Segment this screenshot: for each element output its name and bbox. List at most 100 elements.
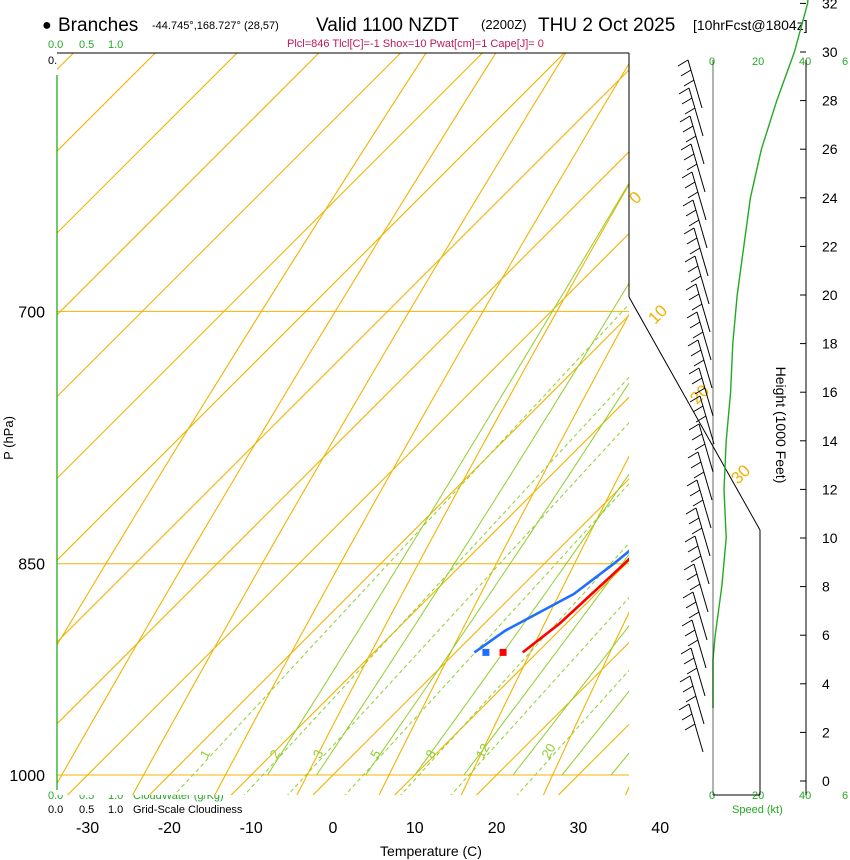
- height-tick-label: 28: [822, 93, 838, 109]
- wind-barb: [687, 451, 713, 501]
- isotherm: [597, 0, 850, 838]
- height-tick-label: 18: [822, 336, 838, 352]
- dry-adiabat: [57, 53, 427, 647]
- cw-top-2: 1.0: [108, 39, 123, 51]
- surface-temperature-marker: [499, 648, 507, 656]
- height-tick-label: 26: [822, 141, 838, 157]
- height-tick-label: 4: [822, 676, 830, 692]
- speed-label: Speed (kt): [732, 804, 783, 816]
- wind-barb: [678, 87, 704, 137]
- temperature-tick-label: 10: [406, 820, 424, 837]
- height-axis-label: Height (1000 Feet): [773, 367, 789, 484]
- mixing-ratio-line: [400, 542, 629, 795]
- temperature-tick-label: 30: [570, 820, 588, 837]
- station-name: Branches: [58, 15, 138, 36]
- dry-adiabat: [378, 313, 629, 795]
- wind-barb: [685, 507, 711, 557]
- height-tick-label: 8: [822, 579, 830, 595]
- mixing-ratio-label: 12: [472, 741, 492, 761]
- cloudiness-label: Grid-Scale Cloudiness: [133, 804, 243, 816]
- isotherm: [679, 0, 850, 838]
- wind-barb: [682, 591, 708, 641]
- moist-adiabat: [267, 182, 629, 776]
- height-tick-label: 20: [822, 287, 838, 303]
- forecast-info: [10hrFcst@1804z]: [693, 17, 808, 33]
- isotherm-label-right: 30: [727, 461, 754, 488]
- height-tick-label: 2: [822, 724, 830, 740]
- wind-barb: [679, 115, 705, 165]
- wind-barb: [682, 199, 708, 249]
- temperature-tick-label: -20: [158, 820, 181, 837]
- wind-barb: [686, 479, 712, 529]
- isotherm: [230, 396, 629, 795]
- cl-bot-0: 0.0: [48, 804, 63, 816]
- speed-bot-20: 20: [752, 790, 764, 802]
- x-axis-label: Temperature (C): [380, 843, 482, 859]
- surface-dewpoint-marker: [482, 648, 490, 656]
- moist-adiabat: [414, 473, 629, 776]
- isotherm: [57, 69, 629, 643]
- wind-barb: [688, 423, 714, 473]
- mixing-ratio-line: [173, 303, 629, 795]
- temperature-tick-label: 0: [329, 820, 338, 837]
- utc-time: (2200Z): [481, 17, 527, 32]
- dry-adiabat: [214, 62, 629, 795]
- speed-top-0: 0: [709, 56, 715, 68]
- speed-top-20: 20: [752, 56, 764, 68]
- mixing-ratio-line: [450, 597, 629, 795]
- grid-layer: [57, 0, 850, 838]
- wind-speed-profile: [712, 0, 809, 709]
- valid-time: Valid 1100 NZDT: [316, 15, 459, 36]
- wind-layer: [677, 0, 809, 796]
- pressure-tick-label: 1000: [9, 768, 45, 785]
- height-tick-label: 24: [822, 190, 838, 206]
- wind-barb: [685, 283, 711, 333]
- wind-barb: [687, 339, 713, 389]
- isotherm: [57, 53, 565, 561]
- speed-bot-6: 6: [842, 790, 848, 802]
- wind-barb: [678, 703, 704, 753]
- dry-adiabat: [460, 455, 629, 795]
- wind-barb: [681, 171, 707, 221]
- wind-barb: [683, 227, 709, 277]
- params-line: Plcl=846 Tlcl[C]=-1 Shox=10 Pwat[cm]=1 C…: [287, 38, 544, 50]
- speed-bot-40: 40: [799, 790, 811, 802]
- height-tick-label: 12: [822, 481, 838, 497]
- isotherm: [66, 232, 629, 795]
- temperature-tick-label: -30: [76, 820, 99, 837]
- isotherm: [148, 314, 629, 795]
- dry-adiabat: [131, 53, 567, 795]
- dry-adiabat: [542, 611, 629, 795]
- dry-adiabat: [296, 183, 629, 795]
- speed-bot-0: 0: [709, 790, 715, 802]
- y-axis-label: P (hPa): [1, 416, 16, 460]
- mixing-ratio-label: 20: [538, 741, 558, 761]
- moist-adiabat: [316, 282, 629, 776]
- cl-bot-1: 0.5: [79, 804, 94, 816]
- pressure-tick-label: 850: [18, 557, 45, 574]
- height-tick-label: 30: [822, 44, 838, 60]
- date: THU 2 Oct 2025: [538, 15, 675, 36]
- axes-layer: 2503004005007008501000-30-20-10010203040…: [9, 0, 837, 837]
- pressure-tick-label: 700: [18, 304, 45, 321]
- height-tick-label: 0: [822, 773, 830, 789]
- speed-top-40: 40: [799, 56, 811, 68]
- height-tick-label: 14: [822, 433, 838, 449]
- wind-barb: [686, 311, 712, 361]
- cw-top-0: 0.0: [48, 39, 63, 51]
- wind-barb: [684, 535, 710, 585]
- moist-adiabat: [365, 382, 629, 776]
- height-tick-label: 32: [822, 0, 838, 11]
- cl-bot-2: 1.0: [108, 804, 123, 816]
- dry-adiabat: [57, 53, 497, 785]
- moist-adiabat: [463, 553, 629, 776]
- wind-barb: [679, 675, 705, 725]
- header-bullet: ●: [42, 17, 52, 34]
- height-tick-label: 6: [822, 627, 830, 643]
- wind-barb: [677, 59, 703, 109]
- coords: -44.745°,168.727° (28,57): [152, 20, 279, 32]
- profiles-layer: [473, 549, 629, 656]
- wind-barb: [680, 143, 706, 193]
- height-tick-label: 16: [822, 384, 838, 400]
